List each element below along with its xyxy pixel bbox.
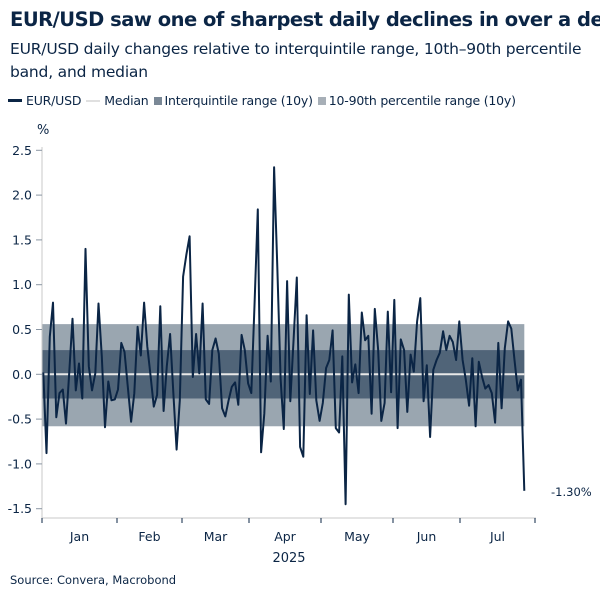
y-tick-label: 0.0 <box>12 367 32 382</box>
legend-swatch-eurusd <box>8 99 22 102</box>
last-value-label: -1.30% <box>551 485 592 499</box>
y-tick-label: 1.0 <box>12 277 32 292</box>
chart-title: EUR/USD saw one of sharpest daily declin… <box>10 8 600 31</box>
legend-label: Interquintile range (10y) <box>164 93 313 108</box>
x-axis-year-label: 2025 <box>272 551 305 566</box>
y-axis-label: % <box>37 123 49 138</box>
y-tick-label: -1.5 <box>8 501 32 516</box>
x-tick-label-apr: Apr <box>274 529 296 544</box>
y-tick-label: 0.5 <box>12 322 32 337</box>
legend: EUR/USD Median Interquintile range (10y)… <box>8 93 521 108</box>
y-tick-label: 2.0 <box>12 188 32 203</box>
legend-item-median: Median <box>86 93 149 108</box>
legend-label: EUR/USD <box>26 93 82 108</box>
chart-subtitle: EUR/USD daily changes relative to interq… <box>10 40 582 81</box>
y-tick-label: -1.0 <box>8 456 32 471</box>
legend-swatch-percentile <box>317 96 326 105</box>
legend-swatch-interquintile <box>153 96 162 105</box>
x-tick-label-may: May <box>344 529 370 544</box>
x-tick-label-jul: Jul <box>489 529 505 544</box>
legend-item-interquintile: Interquintile range (10y) <box>153 93 313 108</box>
x-tick-label-feb: Feb <box>138 529 160 544</box>
legend-item-eurusd: EUR/USD <box>8 93 81 108</box>
x-tick-label-jan: Jan <box>69 529 89 544</box>
y-tick-label: -0.5 <box>8 412 32 427</box>
legend-item-percentile: 10-90th percentile range (10y) <box>317 93 516 108</box>
x-tick-label-mar: Mar <box>204 529 228 544</box>
legend-label: 10-90th percentile range (10y) <box>328 93 516 108</box>
eurusd-line <box>42 166 526 506</box>
y-tick-label: 1.5 <box>12 232 32 247</box>
legend-swatch-median <box>86 99 101 102</box>
y-tick-label: 2.5 <box>12 143 32 158</box>
legend-label: Median <box>104 93 149 108</box>
x-tick-label-jun: Jun <box>416 529 437 544</box>
source-note: Source: Convera, Macrobond <box>10 573 177 587</box>
